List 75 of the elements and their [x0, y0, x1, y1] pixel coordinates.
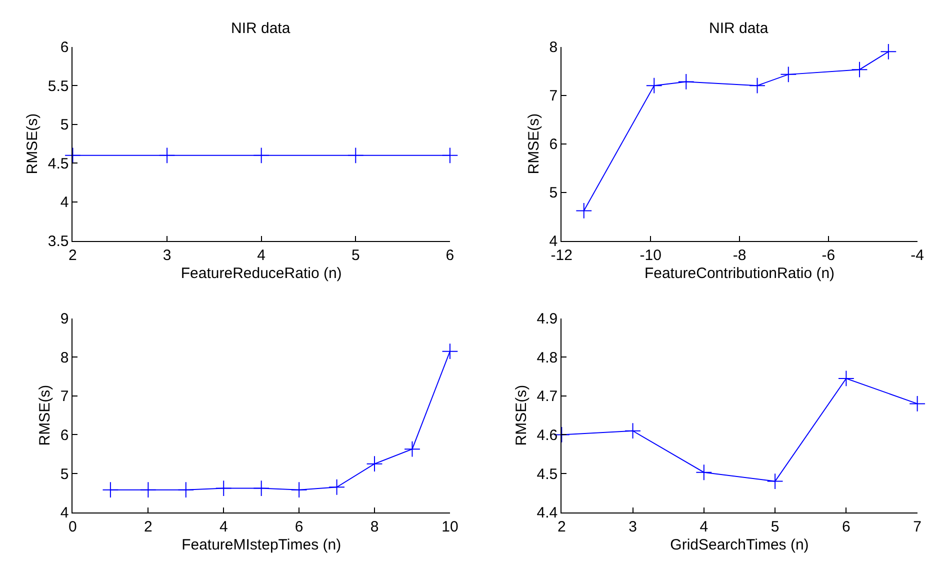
- point: [290, 482, 308, 498]
- x-axis-title: FeatureContributionRatio (n): [644, 264, 835, 282]
- point: [140, 482, 156, 498]
- x-tick-label: -8: [732, 246, 746, 264]
- y-tick-label: 4.6: [536, 426, 558, 444]
- point: [880, 43, 897, 60]
- x-axis-title: FeatureMIstepTimes (n): [182, 536, 342, 554]
- x-tick-label: 3: [162, 246, 172, 264]
- x-tick-label: -4: [910, 246, 924, 264]
- point: [404, 440, 420, 458]
- point: [838, 370, 854, 387]
- y-tick-label: 4.4: [536, 504, 558, 522]
- y-tick-label: 6: [549, 136, 558, 154]
- y-tick-label: 4.5: [48, 155, 69, 172]
- y-tick-label: 8: [549, 39, 558, 56]
- x-tick-label: 4: [219, 518, 228, 536]
- y-tick-label: 4.8: [536, 349, 558, 366]
- x-tick-label: 6: [446, 246, 454, 264]
- point: [696, 464, 712, 481]
- x-tick-label: 5: [351, 246, 360, 264]
- x-tick-label: -6: [822, 246, 836, 264]
- y-tick-label: 6: [60, 426, 69, 444]
- x-tick-label: -10: [640, 246, 662, 264]
- y-tick-label: 8: [60, 349, 69, 366]
- y-tick-label: 7: [60, 388, 69, 406]
- x-tick-label: 5: [770, 518, 780, 536]
- y-tick-label: 5: [60, 116, 69, 134]
- y-axis-title: RMSE(s): [36, 384, 54, 446]
- point: [178, 482, 194, 498]
- x-tick-label: 2: [68, 246, 77, 264]
- y-tick-label: 4.7: [536, 388, 558, 406]
- x-tick-label: 10: [442, 518, 458, 536]
- point: [624, 422, 641, 440]
- x-tick-label: 2: [557, 518, 566, 536]
- point: [678, 74, 694, 90]
- x-axis-title: FeatureReduceRatio (n): [180, 264, 342, 282]
- x-tick-label: 6: [842, 518, 850, 536]
- y-tick-label: 3.5: [48, 233, 69, 250]
- x-tick-label: 2: [144, 518, 152, 536]
- y-axis-title: RMSE(s): [513, 384, 530, 446]
- point: [366, 456, 383, 472]
- y-tick-label: 7: [549, 88, 558, 105]
- chart-title: NIR data: [709, 20, 769, 37]
- y-tick-label: 4.9: [536, 310, 558, 328]
- point: [749, 77, 766, 94]
- x-axis-title: GridSearchTimes (n): [670, 536, 809, 554]
- chart-title: NIR data: [231, 20, 291, 37]
- x-tick-label: 3: [628, 518, 637, 536]
- point: [909, 396, 926, 412]
- y-tick-label: 9: [60, 310, 69, 328]
- x-tick-label: 0: [68, 518, 77, 536]
- x-tick-label: 6: [294, 518, 304, 536]
- x-tick-label: 8: [370, 518, 379, 536]
- point: [102, 482, 119, 498]
- point: [253, 480, 270, 496]
- x-tick-label: 4: [257, 246, 266, 264]
- y-tick-label: 5.5: [48, 78, 69, 95]
- point: [780, 66, 797, 83]
- point: [851, 61, 868, 78]
- y-tick-label: 5: [549, 184, 558, 202]
- point: [766, 473, 784, 490]
- y-tick-label: 4: [60, 194, 69, 212]
- point: [646, 77, 662, 94]
- point: [442, 343, 458, 360]
- y-tick-label: 6: [60, 39, 69, 56]
- y-axis-title: RMSE(s): [24, 113, 42, 174]
- x-tick-label: 4: [700, 518, 708, 536]
- y-tick-label: 4.5: [536, 466, 558, 483]
- point: [576, 202, 592, 219]
- point: [215, 480, 232, 496]
- x-tick-label: 7: [913, 518, 922, 536]
- y-tick-label: 5: [60, 466, 69, 483]
- point: [328, 478, 345, 496]
- y-tick-label: 4: [60, 504, 69, 522]
- y-axis-title: RMSE(s): [526, 113, 543, 174]
